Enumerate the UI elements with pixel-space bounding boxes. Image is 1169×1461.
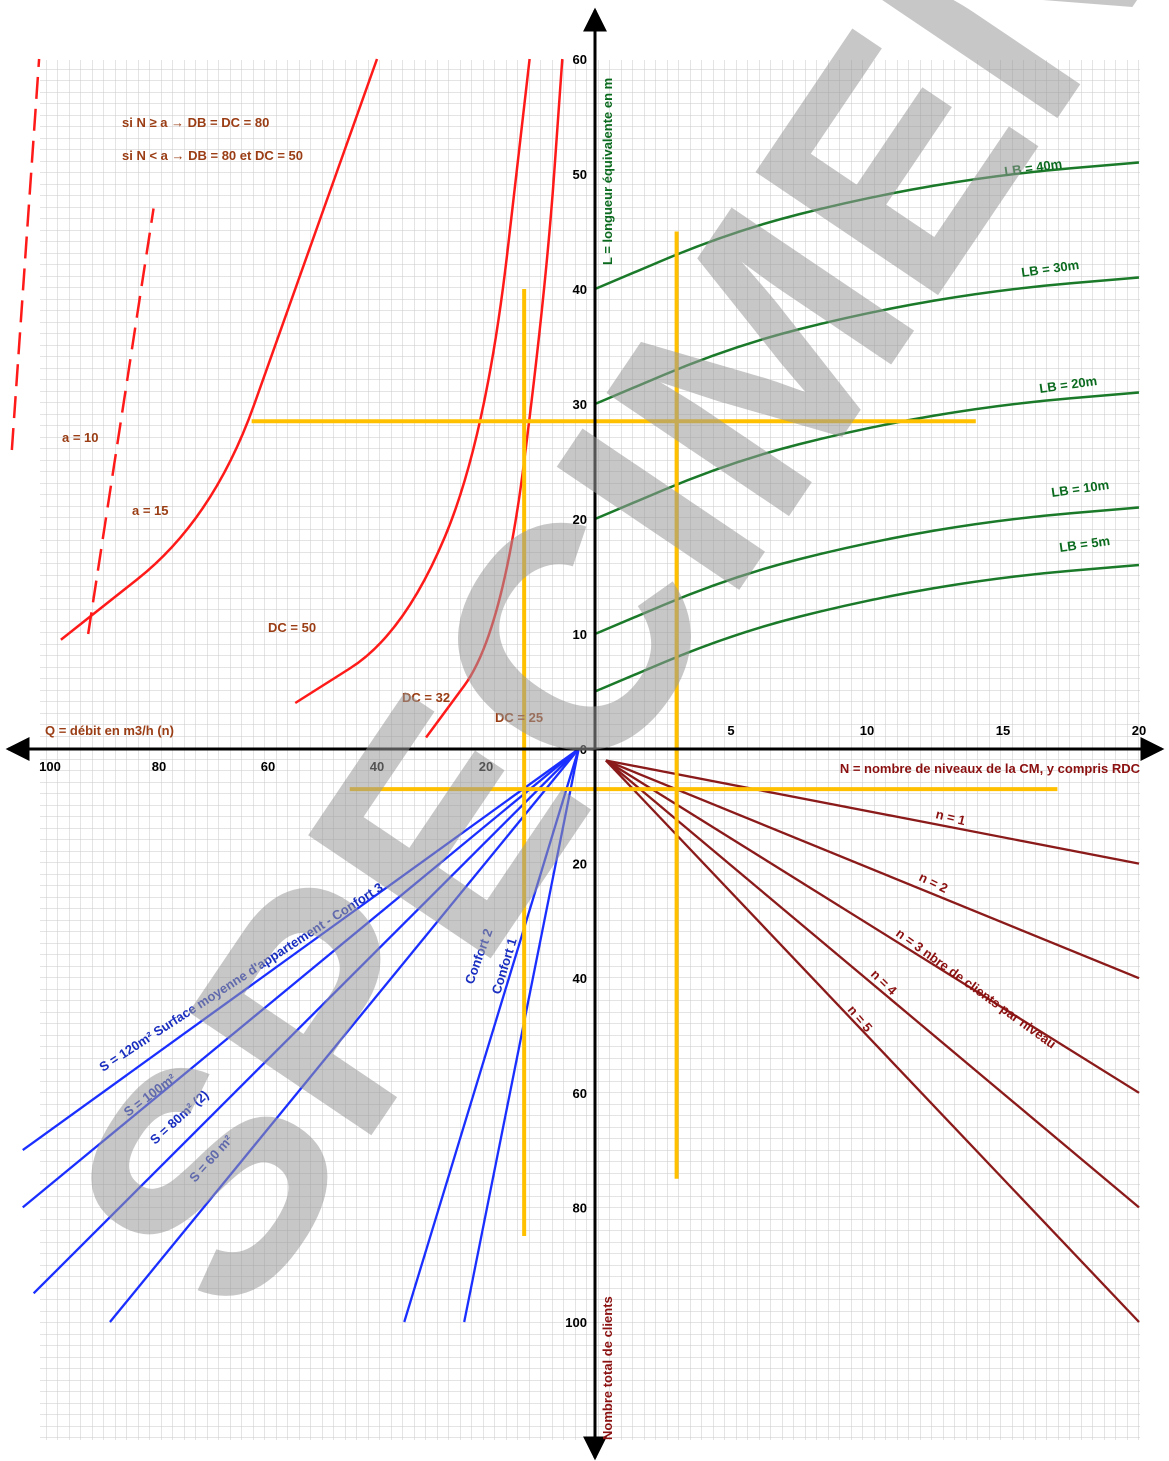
line-n-3 [605,759,1140,1094]
x-tick-n-5: 5 [727,723,734,738]
x-tick-q-80: 80 [152,759,166,774]
y-tick-c-60: 60 [573,1086,587,1101]
line-n-2 [605,759,1140,980]
x-tick-q-100: 100 [39,759,61,774]
curve-lb-40m [594,161,1140,291]
y-tick-l-40: 40 [573,282,587,297]
line-s-120m [22,748,580,1152]
line-confort-1 [463,748,580,1323]
y-tick-c-40: 40 [573,971,587,986]
y-tick-c-100: 100 [565,1315,587,1330]
x-tick-n-15: 15 [996,723,1010,738]
y-tick-c-20: 20 [573,857,587,872]
line-n-1 [605,759,1140,865]
line-s-60-m [109,748,580,1323]
q-axis-title: Q = débit en m3/h (n) [45,723,174,738]
curve-a-15 [86,208,155,635]
tick-labels: 100 80 60 40 20 5 10 15 20 0 10 20 30 40 50 60 20 40 60 80 1… [39,52,1146,1440]
clients-axis-title: Nombre total de clients [600,1296,615,1440]
curve-dc-32 [294,58,531,705]
construction-lines [251,231,1058,1237]
x-tick-q-40: 40 [370,759,384,774]
line-n-5 [605,759,1140,1323]
curve-dc-50 [60,58,379,641]
n-axis-title: N = nombre de niveaux de la CM, y compri… [840,761,1141,776]
y-tick-l-10: 10 [573,627,587,642]
curve-dc-25 [425,58,564,739]
label-lb5: LB = 5m [1058,533,1111,555]
x-tick-q-20: 20 [479,759,493,774]
y-tick-l-60: 60 [573,52,587,67]
curve-lb-20m [594,391,1140,521]
label-dc50: DC = 50 [268,620,316,635]
y-tick-l-0: 0 [580,742,587,757]
rule-2: si N < a → DB = 80 et DC = 50 [122,148,303,163]
l-axis-title: L = longueur équivalente en m [600,78,615,265]
label-dc32: DC = 32 [402,690,450,705]
label-a10: a = 10 [62,430,99,445]
curve-lb-10m [594,506,1140,636]
rule-1: si N ≥ a → DB = DC = 80 [122,115,269,130]
x-tick-n-20: 20 [1132,723,1146,738]
x-tick-q-60: 60 [261,759,275,774]
curve-lb-5m [594,563,1140,693]
line-n-4 [605,759,1140,1209]
y-tick-l-20: 20 [573,512,587,527]
line-s-100m [22,748,580,1209]
curve-a-10 [10,58,41,451]
curves [10,58,1140,1323]
label-n1: n = 1 [934,806,967,828]
line-s-80m-2 [32,748,580,1295]
curve-lb-30m [594,276,1140,406]
label-a15: a = 15 [132,503,169,518]
y-tick-c-80: 80 [573,1200,587,1215]
line-confort-2 [403,748,580,1323]
label-dc25: DC = 25 [495,710,543,725]
y-tick-l-30: 30 [573,397,587,412]
y-tick-l-50: 50 [573,167,587,182]
x-tick-n-10: 10 [860,723,874,738]
